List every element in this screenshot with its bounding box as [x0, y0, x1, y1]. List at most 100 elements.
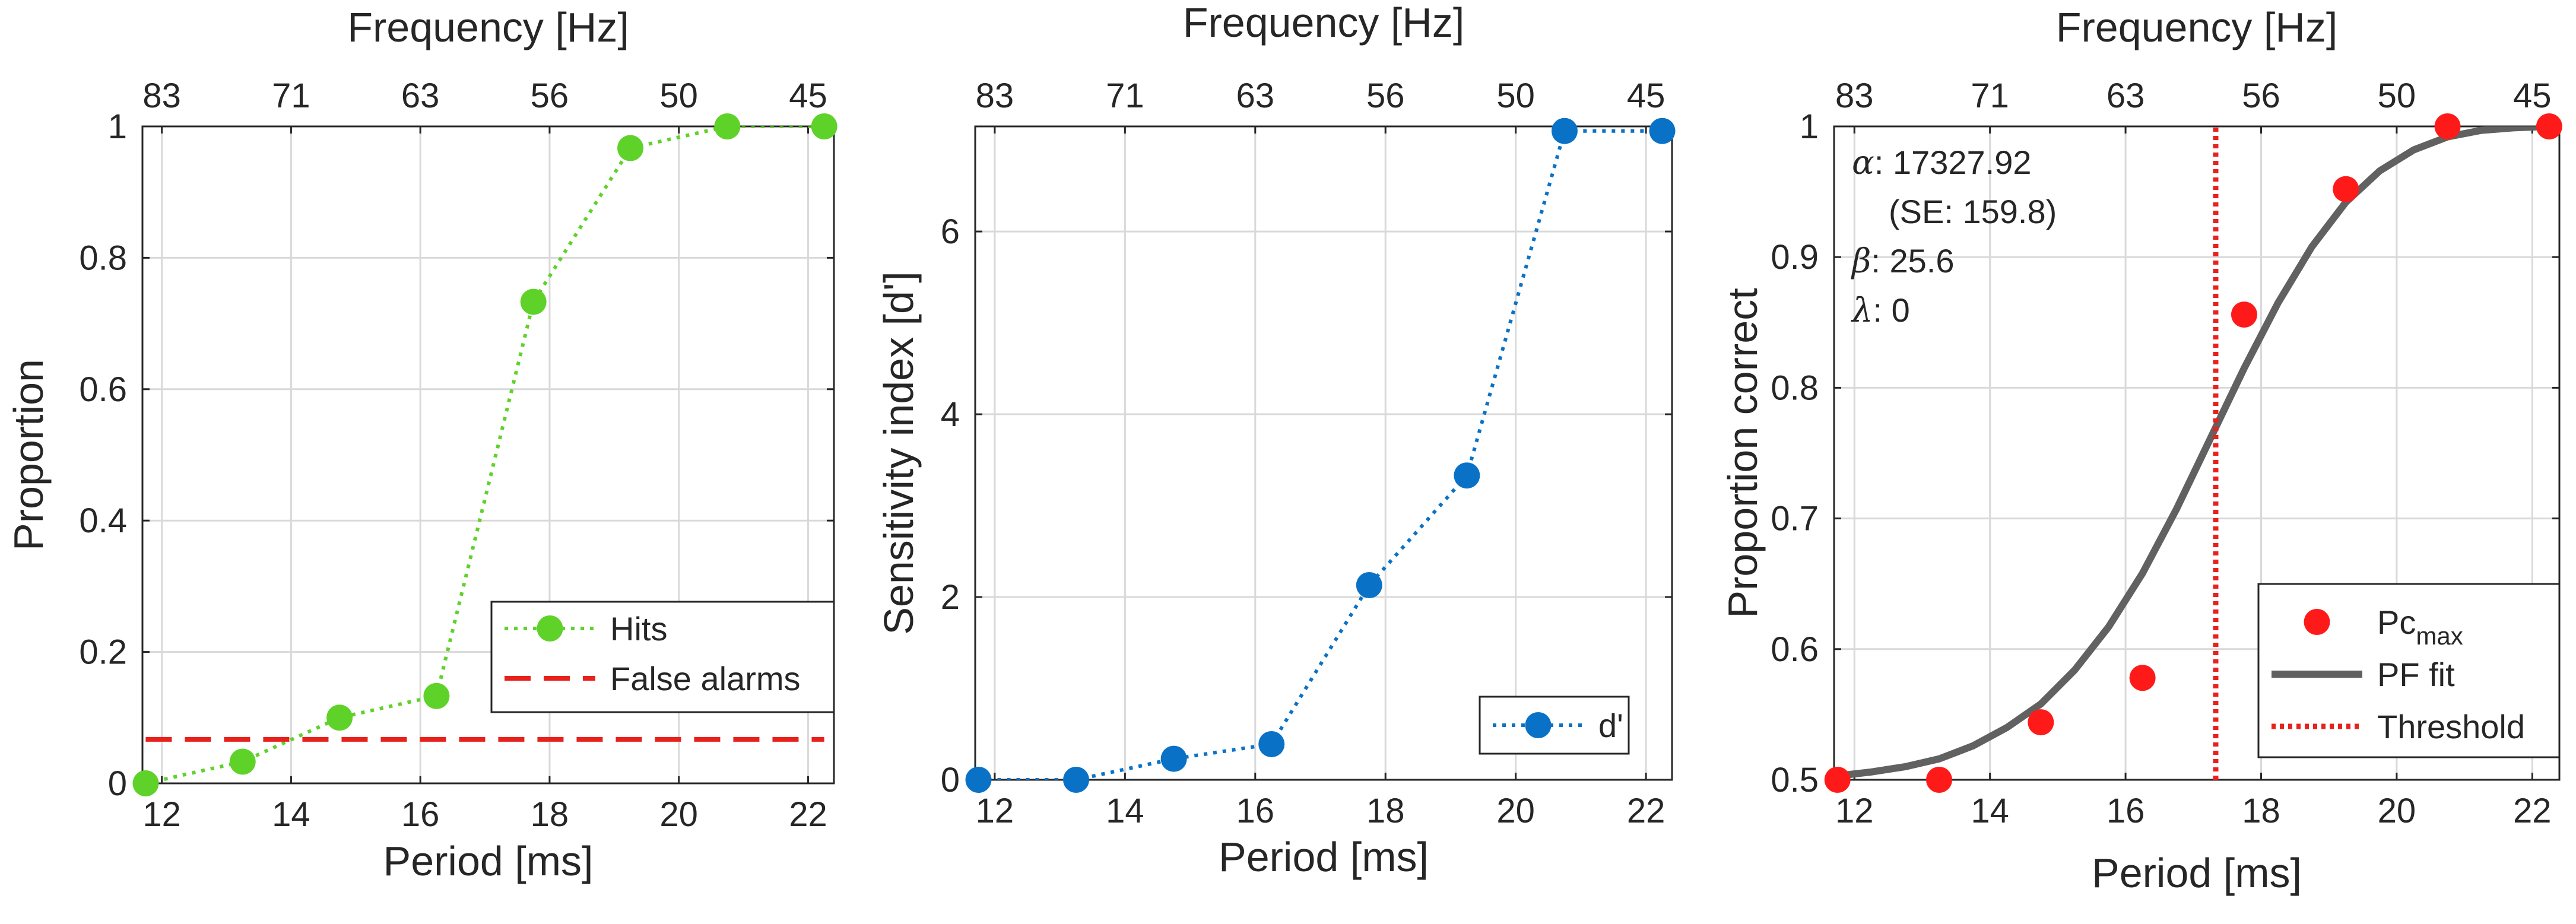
top-axis-label: Frequency [Hz]	[1183, 0, 1465, 46]
x-tick-label: 22	[2513, 792, 2552, 830]
top-tick-label: 50	[2378, 77, 2416, 115]
x-tick-label: 12	[976, 792, 1014, 830]
y-tick-label: 0.8	[1771, 369, 1819, 407]
top-tick-label: 45	[1627, 77, 1665, 115]
top-tick-label: 63	[401, 77, 440, 115]
top-tick-label: 45	[2513, 77, 2552, 115]
fit-parameter-text: α: 17327.92	[1852, 144, 2032, 182]
d-point	[1551, 118, 1578, 144]
plot-area	[978, 129, 1663, 780]
top-axis-label: Frequency [Hz]	[347, 4, 629, 50]
pf-fit-line	[1837, 126, 2550, 780]
top-tick-label: 63	[2107, 77, 2145, 115]
legend-label-d: d'	[1598, 707, 1623, 744]
pc-point	[2028, 709, 2054, 736]
fit-parameter-text: (SE: 159.8)	[1889, 193, 2057, 230]
x-tick-label: 12	[1835, 792, 1874, 830]
x-axis-label: Period [ms]	[2092, 850, 2302, 896]
x-tick-label: 16	[2107, 792, 2145, 830]
pc-point	[2129, 665, 2156, 691]
d-point	[1356, 572, 1382, 599]
pc-point	[2536, 113, 2562, 139]
y-tick-label: 0	[108, 764, 127, 803]
d-point	[1063, 767, 1090, 793]
top-tick-label: 83	[142, 77, 181, 115]
y-axis-label: Proportion	[5, 359, 52, 551]
x-axis-label: Period [ms]	[1219, 834, 1429, 880]
x-tick-label: 12	[142, 795, 181, 834]
axes-frame	[141, 125, 835, 785]
y-tick-label: 0.9	[1771, 238, 1819, 277]
x-tick-label: 14	[272, 795, 310, 834]
x-tick-label: 18	[531, 795, 569, 834]
chart-panel-2: 12 14 16 18 20 22 83 71 63 56 50 45 0 2 4 6 Period [ms] F…	[875, 0, 1676, 880]
legend-marker-d	[1525, 712, 1552, 738]
y-tick-label: 6	[941, 212, 960, 251]
y-tick-label: 1	[1800, 107, 1819, 146]
top-tick-label: 83	[1835, 77, 1874, 115]
d-point	[1454, 462, 1480, 489]
top-axis-label: Frequency [Hz]	[2056, 4, 2338, 50]
y-tick-label: 0.6	[1771, 630, 1819, 669]
hits-point	[520, 288, 547, 315]
axes-frame	[974, 125, 1673, 781]
top-tick-label: 45	[789, 77, 827, 115]
hits-point	[229, 748, 256, 775]
d-point	[965, 767, 992, 793]
fit-parameter-text: λ: 0	[1851, 291, 1910, 330]
legend-label-threshold: Threshold	[2377, 708, 2525, 745]
top-tick-label: 71	[1106, 77, 1144, 115]
y-tick-label: 0.7	[1771, 500, 1819, 538]
hits-point	[132, 770, 159, 796]
top-tick-label: 50	[659, 77, 698, 115]
d-point	[1649, 118, 1676, 144]
pc-point	[1824, 767, 1851, 793]
fit-parameter-text: β: 25.6	[1851, 242, 1954, 281]
top-tick-label: 71	[272, 77, 310, 115]
x-tick-label: 14	[1971, 792, 2009, 830]
top-tick-label: 56	[2242, 77, 2280, 115]
d-point	[1258, 731, 1285, 757]
top-tick-label: 83	[976, 77, 1014, 115]
legend: Hits False alarms	[490, 601, 835, 713]
y-tick-label: 0	[941, 761, 960, 799]
top-tick-label: 63	[1236, 77, 1275, 115]
x-tick-label: 16	[1236, 792, 1275, 830]
axes-frame	[1833, 125, 2561, 781]
hits-point	[714, 113, 741, 139]
x-tick-label: 20	[2378, 792, 2416, 830]
hits-point	[326, 704, 353, 731]
hits-point	[811, 113, 837, 139]
legend-label-false-alarms: False alarms	[610, 660, 801, 697]
y-tick-label: 0.6	[79, 370, 127, 409]
legend-marker-pc	[2304, 609, 2330, 635]
pc-point	[2231, 301, 2257, 328]
legend: d'	[1479, 696, 1630, 755]
x-tick-label: 14	[1106, 792, 1144, 830]
top-tick-label: 56	[1366, 77, 1405, 115]
hits-line	[145, 126, 824, 783]
y-tick-label: 4	[941, 395, 960, 434]
x-tick-label: 20	[659, 795, 698, 834]
y-tick-label: 0.2	[79, 633, 127, 672]
y-tick-label: 2	[941, 578, 960, 617]
y-axis-label: Proportion correct	[1720, 288, 1766, 618]
x-tick-label: 16	[401, 795, 440, 834]
pc-point	[1926, 767, 1953, 793]
hits-point	[617, 135, 644, 161]
x-tick-label: 20	[1496, 792, 1535, 830]
y-tick-label: 1	[108, 107, 127, 146]
d-line	[978, 129, 1663, 780]
x-axis-label: Period [ms]	[383, 838, 594, 884]
legend-marker-hits	[537, 615, 563, 642]
x-tick-label: 22	[789, 795, 827, 834]
legend-label-pf-fit: PF fit	[2377, 656, 2455, 693]
chart-panel-3: 12 14 16 18 20 22 83 71 63 56 50 45 0.5 0.6 0.7 0.8 0.9 1…	[1720, 4, 2562, 896]
pc-point	[2333, 176, 2359, 202]
chart-panel-1: 12 14 16 18 20 22 83 71 63 56 50 45 0 0.2 0.4 0.6 0.8 1 Pe…	[5, 4, 837, 884]
legend-label-hits: Hits	[610, 610, 667, 647]
y-tick-label: 0.4	[79, 501, 127, 540]
hits-point	[423, 682, 450, 709]
